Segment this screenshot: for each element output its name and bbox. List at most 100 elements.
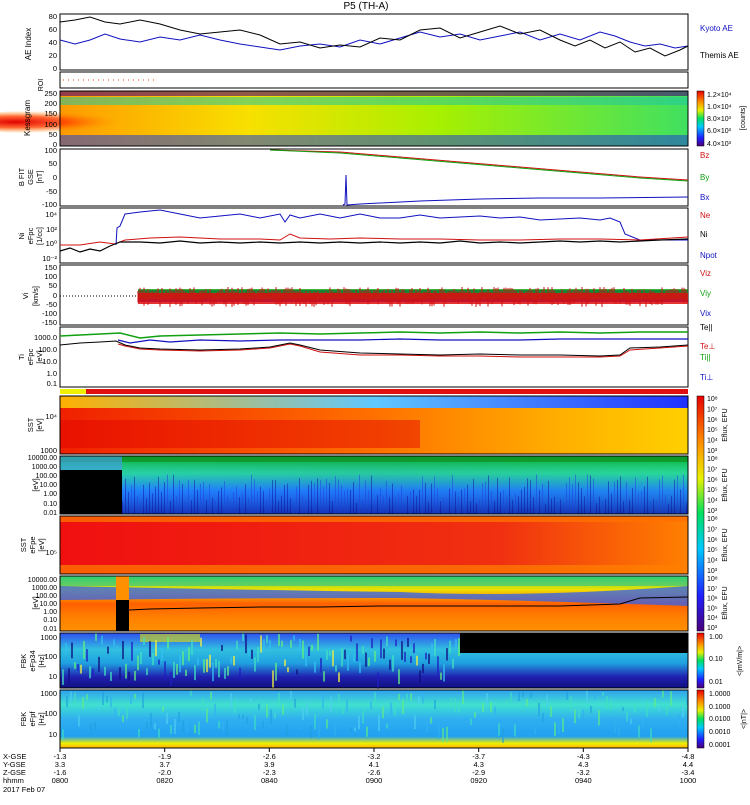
fbk2-stripe [190, 690, 192, 697]
fbk1-stripe [389, 659, 391, 670]
particle-cb-tick: 10⁵ [707, 487, 718, 494]
fbk2-tick: 10 [49, 730, 57, 739]
fbk1-stripe [62, 669, 64, 685]
fbk1-stripe [80, 664, 82, 674]
fbk1-yellow-patch [140, 634, 200, 642]
temp-ylabel-2: [eV] [35, 350, 44, 363]
esa-e-stripe [263, 491, 264, 514]
fbk1-stripe [98, 656, 100, 672]
esa-i-tick: 1000.00 [32, 585, 57, 592]
fbk2-stripe [294, 698, 296, 708]
fbk2-stripe [618, 727, 620, 736]
fbk1-stripe [275, 662, 277, 681]
esa-i-ticks: 10000.00 1000.00 100.00 10.00 1.00 0.10 … [28, 577, 57, 633]
esa-e-stripe [314, 483, 315, 514]
esa-e-stripe [173, 474, 174, 514]
fbk1-stripe [416, 655, 418, 666]
ae-tick: 0 [53, 64, 57, 73]
bz-line [269, 149, 689, 181]
fbk1-stripe [203, 659, 205, 673]
esa-e-stripe [359, 474, 360, 514]
esa-e-stripe [266, 498, 267, 514]
fbk2-stripe [670, 691, 672, 706]
esa-e-tick: 10000.00 [28, 455, 57, 462]
fbk2-stripe [350, 727, 352, 733]
fbk1-stripe [452, 658, 454, 669]
sst-e-frame [59, 395, 689, 455]
velocity-tick: -150 [42, 318, 57, 327]
x-tick-label: -3.2 [577, 768, 590, 777]
esa-e-stripe [311, 480, 312, 514]
fbk2-stripe [610, 699, 612, 711]
fbk2-stripe [410, 693, 412, 701]
esa-e-stripe [260, 486, 261, 514]
esa-e-stripe [284, 484, 285, 514]
fbk2-stripe [494, 706, 496, 716]
fbk1-stripe [455, 638, 457, 649]
esa-e-stripe [680, 489, 681, 514]
ae-tick: 80 [49, 12, 57, 21]
esa-e-tick: 10.00 [39, 482, 57, 489]
fbk1-stripe [287, 667, 289, 673]
roi-ylabel: ROI [38, 79, 45, 92]
esa-e-stripe [140, 502, 141, 514]
esa-e-stripe [632, 487, 633, 514]
esa-e-stripe [239, 497, 240, 514]
bx-line [342, 174, 689, 206]
fbk1-stripe [221, 645, 223, 651]
fbk2-stripe [170, 724, 172, 734]
sst-ion-panel: SST eFpe [eV] 10⁵ [19, 515, 689, 575]
fbk2-stripe [62, 729, 64, 740]
fbk2-stripe [210, 691, 212, 700]
particle-cb-tick: 10⁷ [707, 406, 718, 413]
velocity-tick: 100 [44, 272, 57, 281]
fbk1-stripe [140, 651, 142, 665]
fbk2-tick: 1000 [40, 689, 57, 698]
esa-e-stripe [377, 495, 378, 514]
x-row-label-date: 2017 Feb 07 [3, 785, 45, 794]
fbk1-stripe [338, 672, 340, 683]
fbk2-stripe [502, 728, 504, 743]
esa-e-stripe [557, 501, 558, 514]
fbk2-stripe [650, 728, 652, 743]
esa-e-stripe [167, 474, 168, 514]
npot-line [115, 209, 688, 246]
fbk1-stripe [410, 656, 412, 664]
esa-e-stripe [551, 498, 552, 514]
fbk2-stripe [130, 691, 132, 704]
legend-ne: Ne [700, 211, 711, 220]
fbk2-stripe [630, 718, 632, 725]
fbk1-stripe [158, 659, 160, 665]
velocity-tick: -50 [46, 300, 57, 309]
particle-cb-tick: 10⁵ [707, 605, 718, 612]
esa-e-stripe [521, 489, 522, 514]
fbk1-stripe [188, 647, 190, 662]
fbk2-cb-tick: 0.0001 [709, 742, 731, 749]
esa-i-cb-label: Eflux, EFU [722, 586, 729, 619]
fbk1-stripe [305, 650, 307, 667]
fbk1-stripe [95, 633, 97, 641]
fbk1-stripe [311, 644, 313, 651]
esa-e-stripe [182, 484, 183, 514]
fbk2-stripe [450, 697, 452, 708]
fbk2-stripe [390, 702, 392, 716]
legend-ti-perp: Ti⊥ [700, 373, 713, 382]
fbk1-cb-label: <|mV/m|> [737, 646, 744, 676]
esa-e-frame [59, 455, 689, 515]
fbk1-stripe [278, 634, 280, 646]
fbk2-stripe [158, 728, 160, 738]
sst-i-ylabel-1: eFpe [28, 536, 37, 553]
legend-npot: Npot [700, 251, 718, 260]
esa-i-tick: 0.10 [43, 617, 57, 624]
esa-e-stripe [206, 499, 207, 514]
esa-e-stripe [281, 495, 282, 514]
fbk1-stripe [161, 647, 163, 661]
fbk1-stripe [302, 640, 304, 659]
fbk1-stripe [326, 649, 328, 660]
ni-line [59, 238, 689, 253]
fbk2-stripe [186, 720, 188, 734]
legend-themis-ae: Themis AE [700, 51, 739, 60]
sst-electron-panel: SST [eV] 10⁴ 1000 [26, 395, 689, 455]
fbk1-stripe [191, 639, 193, 655]
fbk2-stripe [378, 715, 380, 731]
